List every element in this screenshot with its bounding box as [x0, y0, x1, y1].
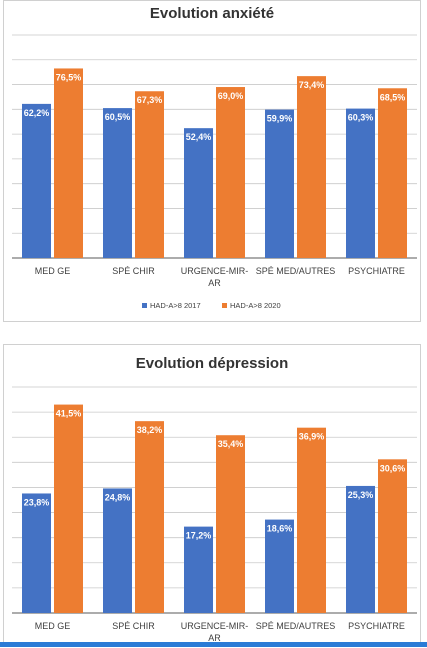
data-label: 24,8% [105, 492, 131, 502]
data-label: 62,2% [24, 108, 50, 118]
category-label: SPÉ CHIR [112, 621, 155, 631]
bar-series-2020 [216, 87, 245, 259]
data-label: 38,2% [137, 425, 163, 435]
bar-series-2020 [135, 91, 164, 259]
category-label: URGENCE-MIR- [181, 266, 249, 276]
bar-series-2017 [22, 103, 51, 258]
chart-title-depression: Evolution dépression [135, 355, 289, 372]
data-label: 30,6% [380, 463, 406, 473]
legend-swatch [142, 303, 147, 308]
bar-series-2017 [184, 128, 213, 258]
bottom-accent-bar [0, 642, 427, 647]
bar-series-2017 [265, 519, 294, 613]
bar-series-2017 [346, 108, 375, 258]
data-label: 18,6% [267, 524, 293, 534]
category-label: URGENCE-MIR- [181, 621, 249, 631]
data-label: 17,2% [186, 531, 212, 541]
bar-series-2017 [103, 488, 132, 613]
bar-series-2017 [103, 108, 132, 258]
category-label: SPÉ MED/AUTRES [256, 266, 336, 276]
bar-series-2017 [184, 526, 213, 613]
category-label: PSYCHIATRE [348, 266, 405, 276]
bar-series-2020 [297, 427, 326, 613]
category-label: SPÉ CHIR [112, 266, 155, 276]
bar-series-2020 [378, 88, 407, 259]
bar-series-2020 [378, 459, 407, 613]
data-label: 68,5% [380, 92, 406, 102]
data-label: 60,3% [348, 113, 374, 123]
data-label: 35,4% [218, 439, 244, 449]
bar-series-2020 [135, 421, 164, 613]
data-label: 25,3% [348, 490, 374, 500]
category-label: MED GE [35, 621, 71, 631]
data-label: 76,5% [56, 72, 82, 82]
data-label: 67,3% [137, 95, 163, 105]
bar-series-2017 [22, 493, 51, 613]
bar-series-2020 [297, 76, 326, 259]
chart-depression: 23,8% 41,5% MED GE 24,8% 38,2% SPÉ CHIR 17,2% 3… [12, 386, 417, 643]
data-label: 36,9% [299, 432, 325, 442]
chart-title-anxiety: Evolution anxiété [149, 5, 275, 22]
bar-series-2017 [346, 485, 375, 613]
category-label: AR [208, 633, 221, 643]
chart-panel-anxiety: Evolution anxiété 62,2% 76,5% MED GE 60,5% 6… [3, 0, 421, 322]
category-label: SPÉ MED/AUTRES [256, 621, 336, 631]
bar-series-2020 [54, 404, 83, 613]
category-label: AR [208, 278, 221, 288]
legend-entry: HAD-A>8 2017 [150, 301, 201, 310]
data-label: 69,0% [218, 91, 244, 101]
legend-swatch [222, 303, 227, 308]
bar-series-2020 [54, 68, 83, 258]
data-label: 41,5% [56, 409, 82, 419]
chart-panel-depression: Evolution dépression 23,8% 41,5% MED GE 24,… [3, 344, 421, 647]
category-label: MED GE [35, 266, 71, 276]
data-label: 60,5% [105, 112, 131, 122]
data-label: 23,8% [24, 497, 50, 507]
category-label: PSYCHIATRE [348, 621, 405, 631]
data-label: 52,4% [186, 132, 212, 142]
data-label: 59,9% [267, 114, 293, 124]
legend-entry: HAD-A>8 2020 [230, 301, 281, 310]
chart-anxiety: 62,2% 76,5% MED GE 60,5% 67,3% SPÉ CHIR 52,4% 6… [12, 34, 417, 310]
bar-series-2017 [265, 109, 294, 258]
data-label: 73,4% [299, 80, 325, 90]
bar-series-2020 [216, 435, 245, 613]
